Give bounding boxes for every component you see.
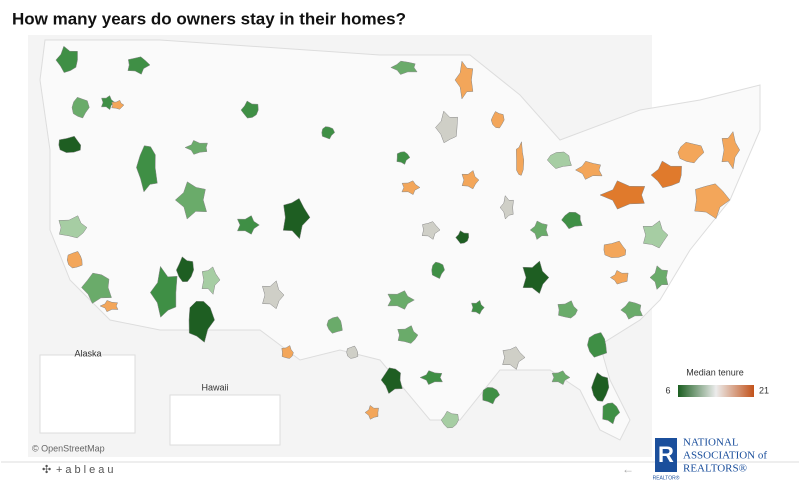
region [642,220,669,249]
region [136,145,158,193]
region [262,280,285,310]
region [321,126,336,140]
region [522,260,550,295]
region [174,181,207,220]
region [455,230,469,244]
region [390,60,418,75]
region [346,345,359,359]
region [551,370,571,385]
region [435,110,458,144]
us-outline [39,39,761,441]
region [127,56,151,75]
inset-label: Alaska [74,348,101,358]
region [650,160,682,188]
region [188,301,215,343]
title: How many years do owners stay in their h… [12,9,406,28]
region [499,195,514,220]
region [574,160,603,180]
region [101,95,116,111]
region [649,265,669,290]
region [71,97,90,119]
region [482,387,501,405]
region [721,131,740,170]
region [591,372,610,402]
region [677,141,705,164]
logo-line: REALTORS® [683,463,747,475]
logo-small: REALTOR® [653,474,680,481]
region [490,111,505,129]
region [454,60,474,100]
region [387,290,415,310]
region [364,404,379,420]
region [561,211,583,230]
region [176,256,194,282]
region [58,215,88,239]
back-arrow[interactable]: ← [622,462,634,476]
inset-label: Hawaii [201,382,228,392]
region [431,261,445,279]
region [401,180,421,195]
region [149,265,178,318]
logo-box [655,438,677,472]
region [421,221,441,240]
region [587,332,607,358]
region [602,402,621,425]
region [201,266,221,295]
region [546,151,572,169]
region [281,345,294,359]
attribution: © OpenStreetMap [32,443,105,453]
logo-line: NATIONAL [683,437,739,449]
region [66,251,83,269]
region [440,410,459,429]
region [237,215,260,235]
region [694,183,731,219]
region [111,99,125,110]
region [99,300,119,313]
region [471,299,485,315]
legend-max: 21 [759,385,769,395]
region [419,370,443,385]
region [603,240,627,258]
region [380,367,403,394]
region [282,198,311,240]
legend-title: Median tenure [686,367,744,377]
region [620,301,643,320]
tableau-icon: ✣ [42,464,51,476]
region [529,220,549,240]
hawaii-inset [169,394,281,446]
region [502,346,526,370]
region [516,140,525,176]
logo-line: ASSOCIATION of [683,450,767,462]
region [599,180,646,210]
region [397,325,419,344]
legend-bar [678,385,754,397]
brand: +ableau [56,464,116,476]
region [184,140,208,155]
region [81,272,112,304]
region [609,270,629,285]
region [461,170,480,190]
region [557,300,578,319]
alaska-inset [39,354,136,434]
region [240,100,259,119]
region [58,135,81,153]
logo-mark: R [658,442,674,467]
region [396,151,411,165]
region [326,316,343,334]
legend-min: 6 [665,385,670,395]
region [55,45,78,73]
